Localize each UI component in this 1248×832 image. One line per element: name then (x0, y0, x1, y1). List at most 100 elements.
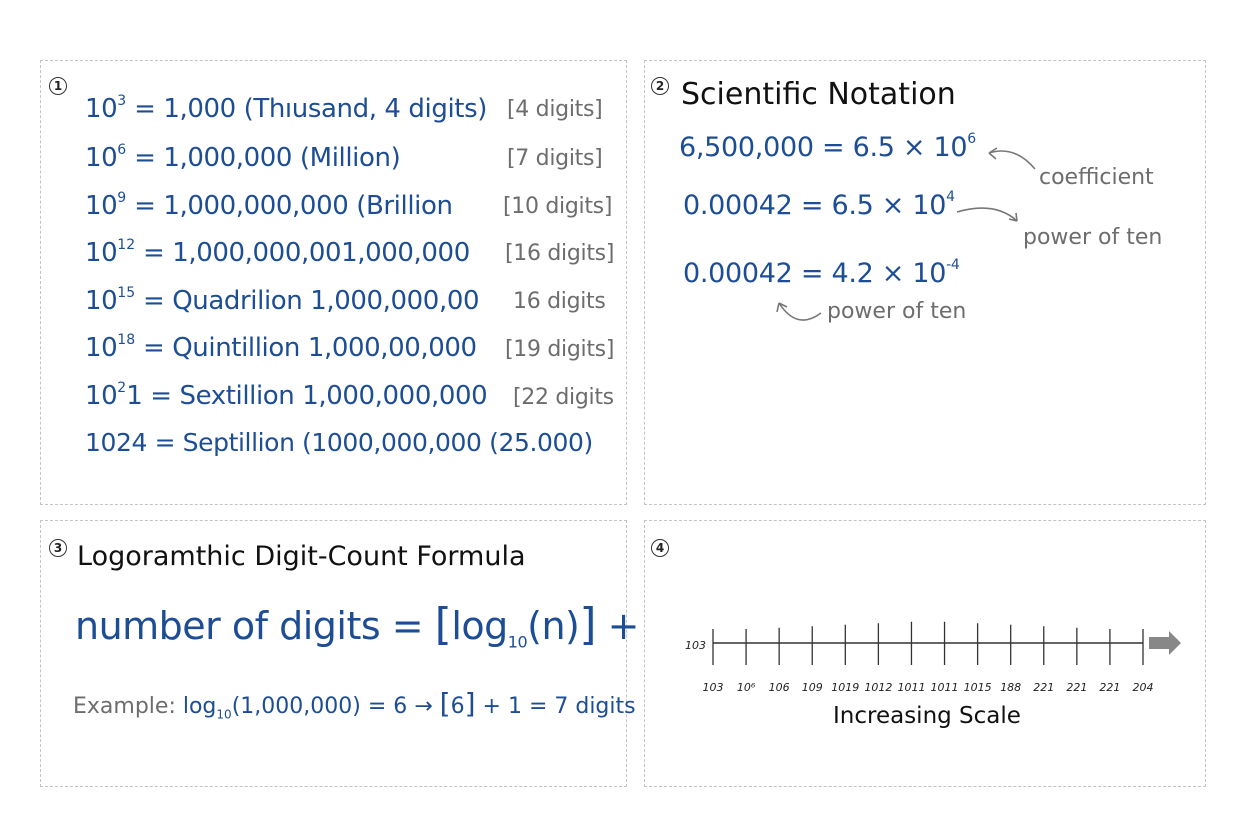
exponent: 12 (117, 237, 136, 253)
base: 10 (85, 381, 118, 411)
powers-row: 1012 = 1,000,000,001,000,000 (85, 237, 470, 268)
example-expression: (1,000,000) = 6 → (231, 694, 440, 719)
powers-row: 1021 = Sextillion 1,000,000,000 (85, 380, 488, 411)
digit-count: [19 digits] (505, 337, 615, 362)
base: 10 (85, 286, 118, 316)
arrowhead-icon (988, 147, 998, 160)
tick-label: 1011 (897, 681, 925, 694)
base: 10 (85, 191, 118, 221)
panel-number: 3 (49, 539, 67, 557)
panel-scientific-notation: 2 Scientific Notation 6,500,000 = 6.5 × … (644, 60, 1206, 505)
tick-label: 1019 (831, 681, 859, 694)
floor-bracket-close: ] (464, 687, 476, 720)
digit-count: [16 digits] (505, 241, 615, 266)
digit-count: [4 digits] (507, 97, 603, 122)
row-text: = Quadrilion 1,000,000,00 (135, 286, 480, 316)
example-result: + 1 = 7 digits (475, 694, 636, 719)
base: 10 (85, 143, 118, 173)
powers-row: 103 = 1,000 (Thıusand, 4 digits) (85, 93, 487, 124)
notation-line: 6,500,000 = 6.5 × 106 (679, 131, 976, 163)
log-base: 10 (507, 632, 528, 652)
tick-label: 221 (1066, 681, 1087, 694)
tick-label: 221 (1099, 681, 1120, 694)
floor-bracket-open: [ (434, 599, 452, 650)
row-text: = 1,000,000 (Million) (126, 143, 401, 173)
floor-bracket-open: [ (439, 687, 451, 720)
axis-start-label: 103 (685, 639, 706, 652)
tick-label: 10⁶ (737, 681, 756, 694)
powers-row: 1015 = Quadrilion 1,000,000,00 (85, 285, 480, 316)
row-text: = 1,000 (Thıusand, 4 digits) (126, 94, 487, 124)
exponent: 9 (117, 190, 127, 206)
powers-row: 1024 = Septillion (1000,000,000 (25.000) (85, 427, 593, 457)
row-text: = Quintillion 1,000,00,000 (135, 333, 477, 363)
digit-count: [7 digits] (507, 146, 603, 171)
coefficient-note: coefficient (1039, 165, 1154, 190)
powers-row: 106 = 1,000,000 (Million) (85, 142, 401, 173)
example-value: 6 (450, 694, 465, 719)
log-symbol: log (451, 604, 508, 648)
curved-arrow-icon (956, 207, 1018, 222)
base: 10 (85, 333, 118, 363)
tick-label: 221 (1033, 681, 1054, 694)
tick-label: 1015 (964, 681, 992, 694)
annotation-arrows (776, 147, 1036, 321)
digit-count: 16 digits (513, 289, 606, 314)
digit-count-formula: number of digits = [log10(n)] + 1 (75, 599, 675, 652)
digit-count: [10 digits] (503, 194, 613, 219)
powers-row: 1018 = Quintillion 1,000,00,000 (85, 332, 477, 363)
base: 10 (85, 238, 118, 268)
expression: 0.00042 = 4.2 × 10 (683, 258, 947, 289)
tick-label: 204 (1133, 681, 1154, 694)
floor-bracket-close: ] (579, 599, 597, 650)
tick-label: 103 (703, 681, 724, 694)
curved-arrow-icon (778, 302, 822, 321)
notation-line: 0.00042 = 4.2 × 10-4 (683, 257, 960, 289)
expression: 0.00042 = 6.5 × 10 (683, 190, 947, 221)
arrow-right-icon (1149, 631, 1181, 655)
base: 10 (85, 94, 118, 124)
exponent: 4 (946, 189, 955, 205)
powers-row: 109 = 1,000,000,000 (Brillion (85, 190, 453, 221)
tick-label: 188 (1000, 681, 1021, 694)
row-text: = 1,000,000,001,000,000 (135, 238, 470, 268)
axis-tick-labels: 103 10⁶ 106 109 1019 1012 1011 1011 1015 188 221 22… (703, 681, 1154, 694)
tick-label: 109 (802, 681, 823, 694)
arrowhead-icon (1008, 212, 1018, 222)
exponent: 2 (117, 380, 127, 396)
panel-title: Scientific Notation (681, 77, 956, 112)
row-text: 24 = Septillion (1000,000,000 (25.000) (116, 428, 593, 457)
log-argument: (n) (527, 604, 580, 648)
tick-label: 106 (769, 681, 790, 694)
panel-number: 1 (49, 77, 67, 95)
row-text: 1 = Sextillion 1,000,000,000 (126, 381, 488, 411)
formula-example: Example: log10(1,000,000) = 6 → [6] + 1 … (73, 687, 636, 721)
panel-digit-count-formula: 3 Logoramthic Digit-Count Formula number… (40, 520, 675, 787)
power-of-ten-note: power of ten (1023, 225, 1163, 250)
panel-powers-of-ten: 1 103 = 1,000 (Thıusand, 4 digits) [4 di… (40, 60, 627, 505)
exponent: 6 (117, 142, 127, 158)
base: 10 (85, 428, 117, 457)
log-base: 10 (216, 707, 232, 722)
expression: 6,500,000 = 6.5 × 10 (679, 132, 968, 163)
row-text: = 1,000,000,000 (Brillion (126, 191, 453, 221)
tick-label: 1011 (931, 681, 959, 694)
digit-count: [22 digits (513, 385, 614, 410)
panel-number: 2 (651, 77, 669, 95)
panel-number: 4 (651, 539, 669, 557)
arrowhead-icon (776, 302, 788, 313)
tick-label: 1012 (864, 681, 892, 694)
panel-title: Logoramthic Digit-Count Formula (77, 541, 526, 572)
exponent: 15 (117, 285, 136, 301)
power-of-ten-note: power of ten (827, 299, 967, 324)
notation-line: 0.00042 = 6.5 × 104 (683, 189, 955, 221)
axis-ticks (712, 621, 1144, 665)
scale-caption: Increasing Scale (833, 703, 1021, 729)
panel-increasing-scale: 4 103 103 10⁶ 106 109 1019 1012 1011 1011 1015 18… (644, 520, 1206, 787)
log-symbol: log (182, 694, 217, 719)
exponent: -4 (946, 257, 960, 273)
curved-arrow-icon (988, 150, 1036, 170)
scale-axis: 103 103 10⁶ 106 109 1019 1012 1011 1011 1015 188 2… (685, 621, 1181, 694)
exponent: 3 (117, 93, 127, 109)
example-label: Example: (73, 694, 183, 719)
